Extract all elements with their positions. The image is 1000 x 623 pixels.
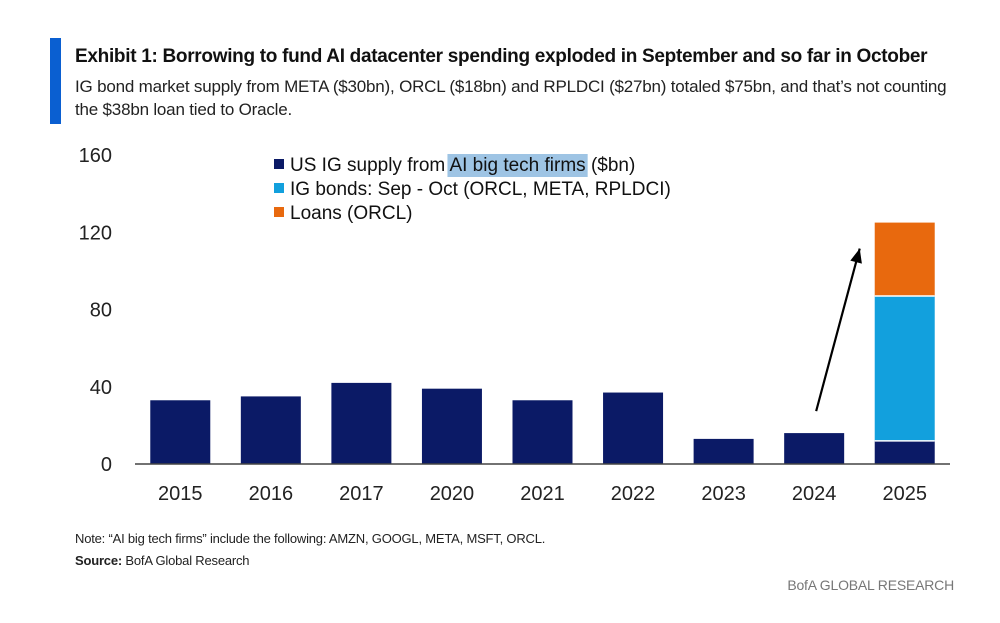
bar-us-ig-supply: [512, 400, 573, 464]
y-tick-label: 40: [90, 377, 112, 399]
legend-swatch: [274, 207, 284, 217]
bar-us-ig-supply: [784, 433, 845, 464]
legend-label: US IG supply from AI big tech firms ($bn…: [290, 155, 635, 176]
exhibit-title: Exhibit 1: Borrowing to fund AI datacent…: [75, 46, 928, 67]
brand-watermark: BofA GLOBAL RESEARCH: [787, 577, 954, 593]
bar-ig-bonds: [874, 295, 935, 441]
x-tick-label: 2021: [520, 483, 565, 505]
legend-label: Loans (ORCL): [290, 203, 413, 224]
annotation-arrow-head: [850, 248, 862, 264]
bar-us-ig-supply: [331, 382, 392, 464]
legend-swatch: [274, 183, 284, 193]
bar-us-ig-supply: [693, 438, 754, 464]
legend-highlight-text: AI big tech firms: [449, 155, 585, 176]
y-tick-label: 160: [79, 145, 112, 167]
x-tick-label: 2017: [339, 483, 384, 505]
legend-swatch: [274, 159, 284, 169]
bar-us-ig-supply: [874, 440, 935, 464]
x-tick-label: 2024: [792, 483, 837, 505]
y-tick-label: 0: [101, 454, 112, 476]
bar-loans: [874, 222, 935, 296]
source-label: Source:: [75, 553, 123, 568]
exhibit-accent-bar: [50, 38, 61, 124]
x-tick-label: 2025: [882, 483, 927, 505]
legend-label: IG bonds: Sep - Oct (ORCL, META, RPLDCI): [290, 179, 671, 200]
x-tick-label: 2016: [249, 483, 294, 505]
exhibit-subtitle: IG bond market supply from META ($30bn),…: [75, 77, 947, 119]
x-tick-label: 2023: [701, 483, 746, 505]
y-tick-label: 120: [79, 222, 112, 244]
y-tick-label: 80: [90, 300, 112, 322]
x-tick-label: 2020: [430, 483, 475, 505]
bar-us-ig-supply: [421, 388, 482, 464]
annotation-arrow-shaft: [815, 248, 861, 412]
source-line: Source: BofA Global Research: [75, 553, 250, 568]
bar-us-ig-supply: [603, 392, 664, 464]
bar-us-ig-supply: [240, 396, 301, 464]
legend-highlight: [447, 154, 588, 177]
x-tick-label: 2022: [611, 483, 656, 505]
bar-us-ig-supply: [150, 400, 211, 464]
x-tick-label: 2015: [158, 483, 203, 505]
source-text: BofA Global Research: [122, 553, 250, 568]
footnote: Note: “AI big tech firms” include the fo…: [75, 531, 546, 546]
